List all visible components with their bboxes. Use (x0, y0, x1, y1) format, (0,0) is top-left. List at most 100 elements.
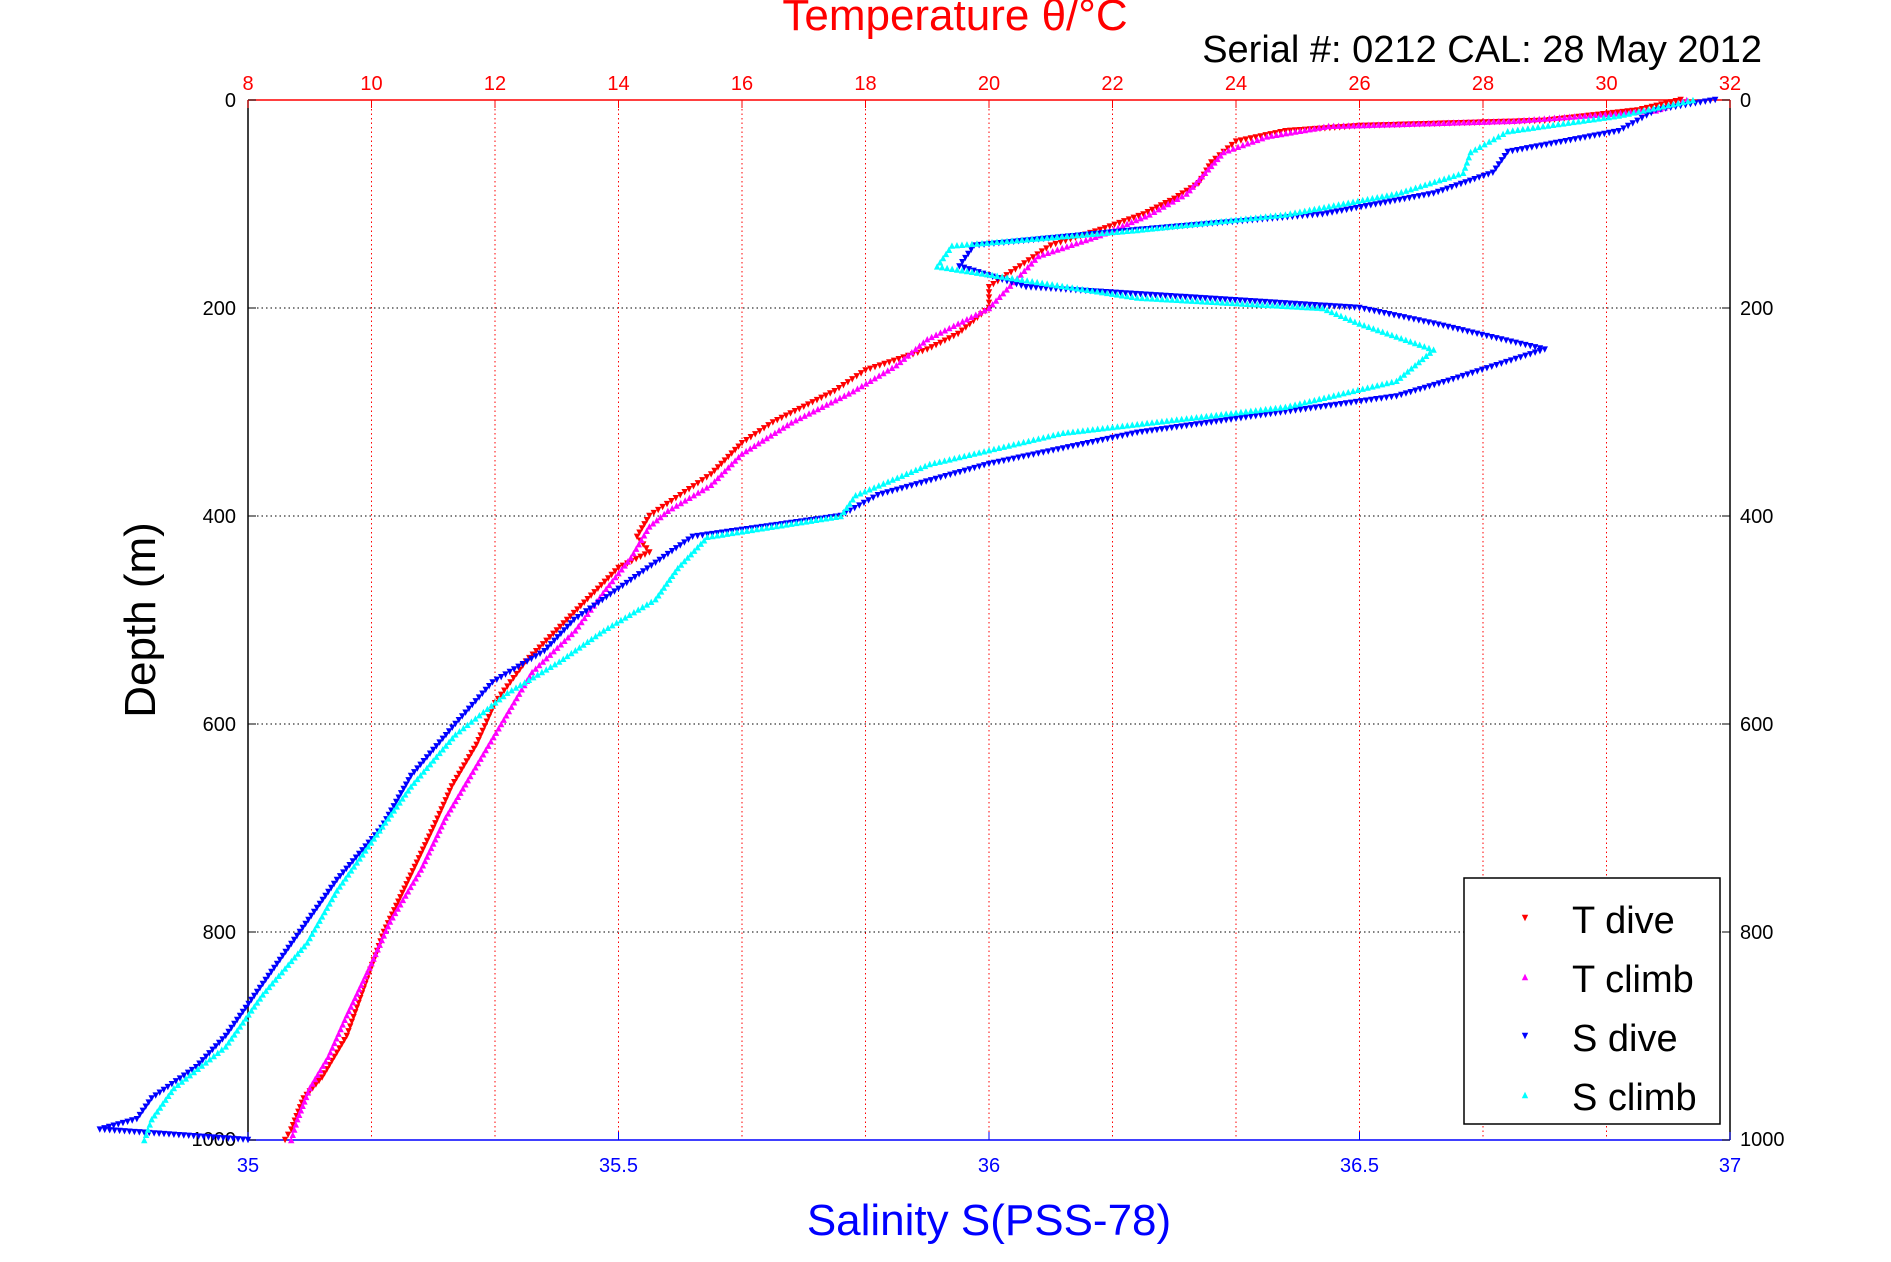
data-point (1575, 118, 1582, 125)
data-point (353, 1004, 361, 1011)
data-point (809, 399, 816, 406)
data-point (1383, 394, 1390, 402)
data-point (1037, 284, 1045, 292)
data-point (990, 459, 998, 467)
data-point (1336, 303, 1343, 310)
data-point (1332, 401, 1340, 409)
data-point (1281, 300, 1289, 307)
data-point (630, 549, 637, 557)
data-point (672, 494, 680, 502)
data-point (639, 603, 646, 611)
data-point (474, 759, 482, 767)
data-point (1033, 278, 1041, 286)
data-point (1400, 314, 1408, 321)
data-point (1178, 415, 1185, 423)
data-point (1335, 122, 1342, 129)
data-point (689, 533, 696, 540)
data-point (420, 768, 427, 775)
data-point (1287, 402, 1294, 409)
data-point (601, 578, 608, 586)
data-point (975, 449, 983, 456)
data-point (1674, 99, 1682, 107)
data-point (871, 375, 878, 382)
data-point (853, 373, 860, 380)
data-point (378, 936, 385, 944)
data-point (355, 850, 363, 858)
data-point (180, 1072, 188, 1079)
data-point (1118, 292, 1126, 299)
data-point (352, 854, 360, 861)
data-point (963, 241, 971, 248)
data-point (1416, 386, 1424, 393)
data-point (253, 988, 261, 996)
data-point (397, 901, 404, 908)
data-point (148, 1095, 155, 1102)
data-point (1256, 298, 1264, 305)
data-point (908, 482, 915, 489)
data-point (743, 437, 750, 444)
data-point (1660, 103, 1667, 110)
data-point (1296, 301, 1303, 308)
data-point (1620, 111, 1627, 118)
data-point (1402, 390, 1410, 397)
data-point (350, 1013, 357, 1021)
data-point (718, 471, 725, 478)
data-point (1003, 286, 1010, 293)
data-point (948, 265, 956, 272)
data-point (1069, 443, 1077, 450)
data-point (1337, 401, 1345, 408)
data-point (993, 238, 1001, 246)
data-point (1669, 100, 1677, 108)
data-point (432, 820, 439, 827)
data-point (448, 783, 455, 790)
data-point (1287, 210, 1294, 217)
data-point (328, 884, 335, 892)
data-point (1600, 114, 1607, 121)
data-point (903, 483, 911, 491)
data-point (666, 576, 673, 583)
x2-tick-label: 28 (1472, 73, 1494, 95)
data-point (791, 408, 799, 415)
data-point (1440, 379, 1447, 386)
y-axis-title: Depth (m) (116, 522, 165, 718)
data-point (438, 806, 445, 813)
data-point (1301, 207, 1308, 214)
data-point (1393, 190, 1400, 197)
data-point (1366, 306, 1373, 314)
data-point (1625, 110, 1632, 117)
data-point (536, 661, 543, 669)
data-point (1296, 127, 1304, 134)
data-point (1480, 118, 1488, 125)
data-point (1444, 323, 1452, 331)
data-point (1398, 391, 1405, 399)
data-point (972, 311, 979, 318)
data-point (492, 729, 500, 736)
data-point (587, 605, 594, 612)
data-point (538, 668, 546, 676)
data-point (353, 859, 361, 866)
data-point (1098, 229, 1106, 237)
data-point (599, 596, 606, 604)
data-point (1369, 383, 1376, 390)
data-point (690, 492, 698, 499)
data-point (1177, 293, 1184, 301)
data-point (1363, 397, 1370, 404)
data-point (475, 694, 483, 701)
data-point (1043, 245, 1050, 252)
data-point (752, 431, 759, 438)
data-point (473, 741, 480, 748)
data-point (1028, 278, 1036, 285)
data-point (1153, 204, 1160, 211)
data-point (797, 414, 804, 422)
data-point (452, 797, 459, 805)
data-point (131, 1128, 138, 1136)
data-point (1355, 121, 1362, 129)
data-point (1282, 130, 1290, 137)
data-point (1454, 374, 1462, 381)
data-point (1306, 206, 1313, 214)
data-point (253, 999, 261, 1006)
data-point (1174, 296, 1181, 304)
data-point (798, 518, 805, 526)
data-point (938, 263, 946, 271)
data-point (1312, 404, 1319, 411)
